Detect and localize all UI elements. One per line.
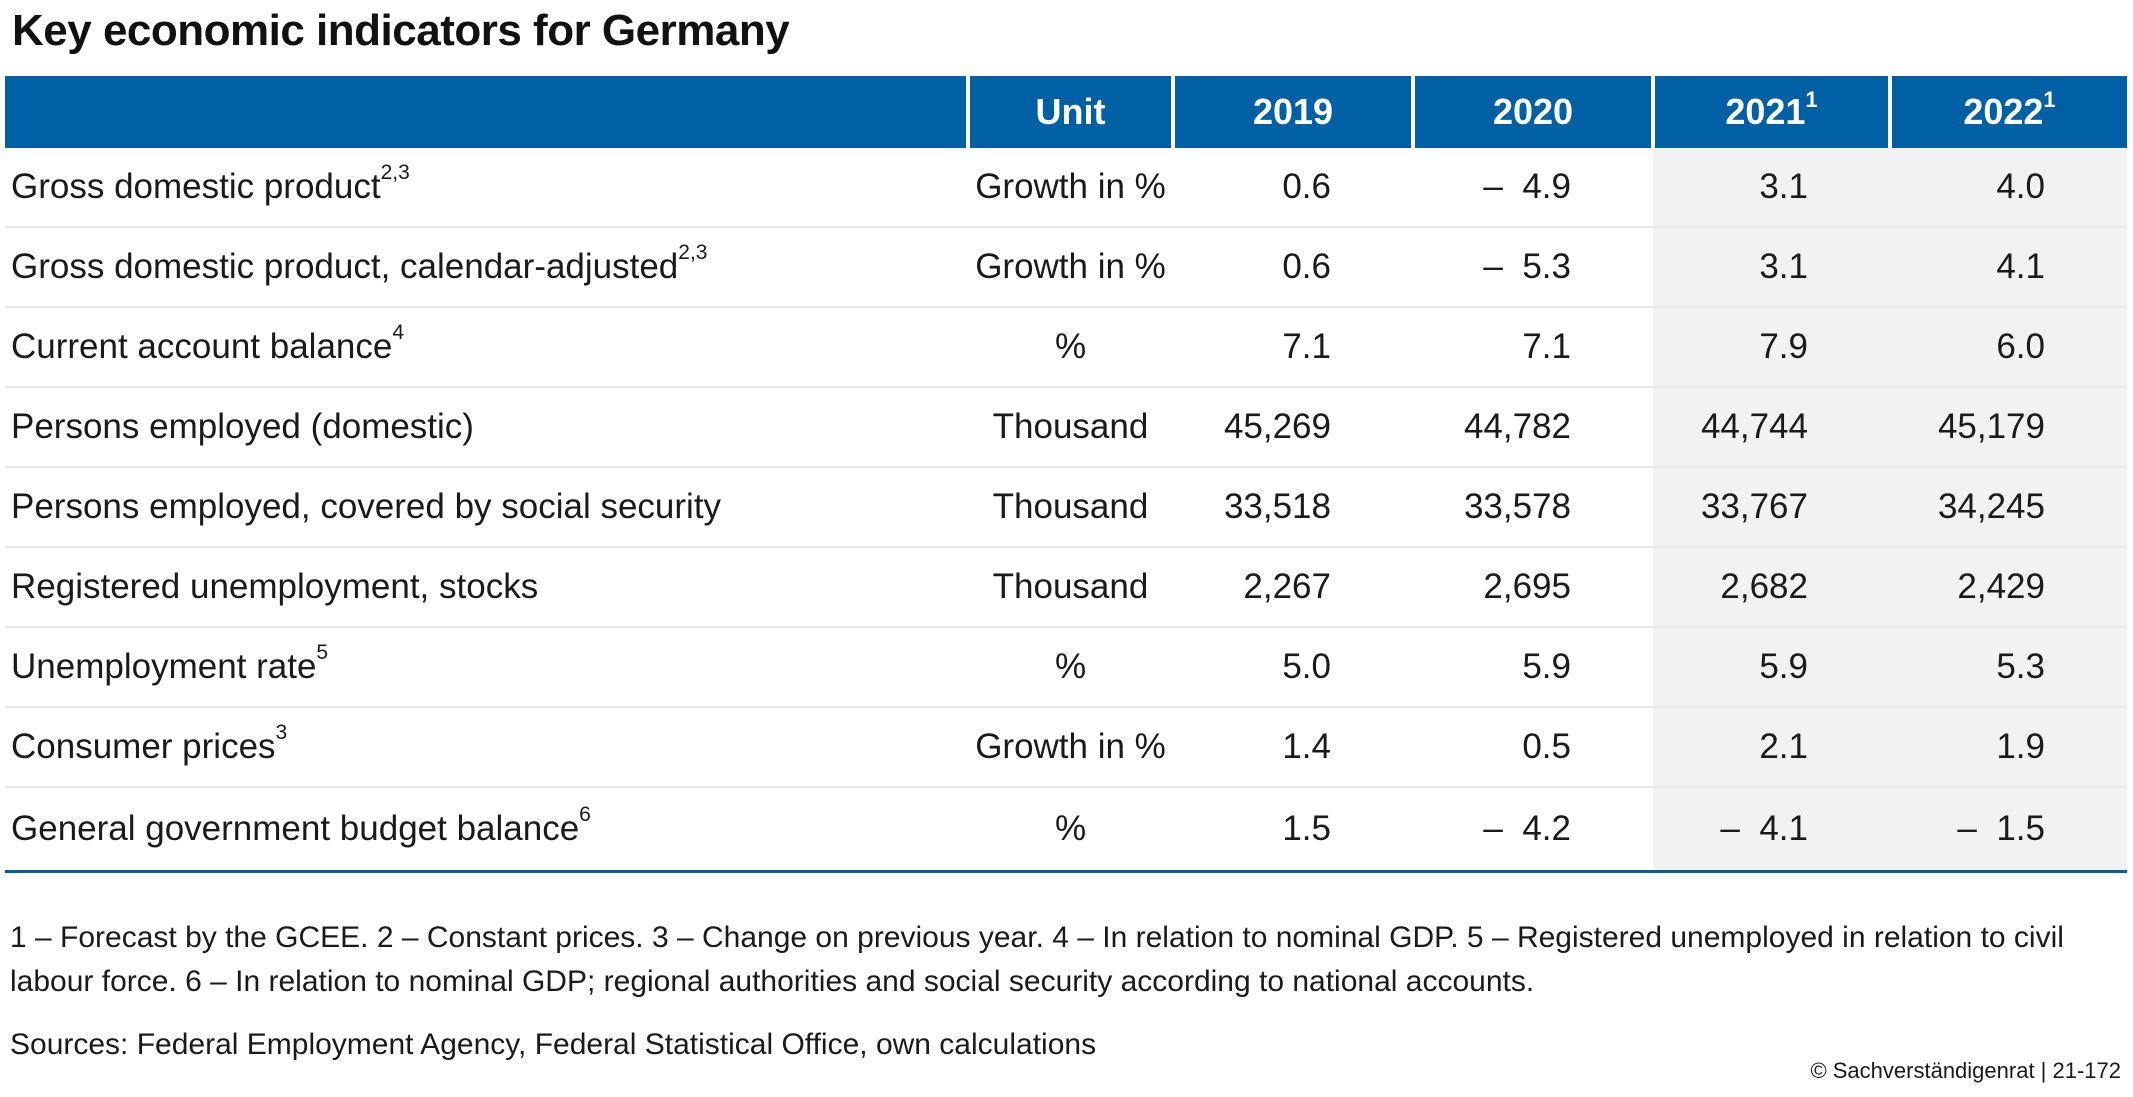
row-unit: % [968, 627, 1173, 708]
value-cell: 7.1 [1173, 307, 1413, 388]
copyright-note: © Sachverständigenrat | 21-172 [1810, 1058, 2121, 1083]
sources-note: Sources: Federal Employment Agency, Fede… [10, 1028, 1097, 1061]
table-row: Current account balance4% 7.1 7.1 7.9 6.0 [5, 307, 2127, 388]
value-cell: 4.1 [1890, 227, 2127, 308]
row-unit: % [968, 787, 1173, 873]
value-cell: 1.4 [1173, 707, 1413, 788]
footnotes: 1 – Forecast by the GCEE. 2 – Constant p… [10, 921, 2064, 998]
table-row: Gross domestic product, calendar-adjuste… [5, 227, 2127, 308]
value-cell: 2,682 [1653, 547, 1890, 628]
value-cell: 33,518 [1173, 467, 1413, 548]
value-cell: 2,429 [1890, 547, 2127, 628]
value-cell: 44,782 [1413, 387, 1653, 468]
table-row: Consumer prices3 Growth in % 1.4 0.5 2.1 1.9 [5, 707, 2127, 788]
table-row: Persons employed (domestic) Thousand 45,26… [5, 387, 2127, 468]
row-label: General government budget balance6 [5, 787, 968, 873]
value-cell: 44,744 [1653, 387, 1890, 468]
table-row: General government budget balance6% 1.5– … [5, 787, 2127, 873]
value-cell: 2,695 [1413, 547, 1653, 628]
footnote-marker: 3 [275, 721, 288, 745]
footnote-marker: 6 [579, 803, 591, 827]
value-cell: 7.1 [1413, 307, 1653, 388]
row-label: Gross domestic product2,3 [5, 148, 968, 228]
header-year-2019: 2019 [1171, 76, 1413, 148]
value-cell: 5.9 [1413, 627, 1653, 708]
value-cell: – 4.9 [1413, 148, 1653, 228]
row-label: Registered unemployment, stocks [5, 547, 968, 628]
table-row: Gross domestic product2,3 Growth in % 0.6–… [5, 148, 2127, 228]
footnote-marker: 5 [316, 641, 329, 665]
value-cell: 5.3 [1890, 627, 2127, 708]
header-year-2020: 2020 [1411, 76, 1653, 148]
row-unit: Growth in % [968, 707, 1173, 788]
row-label: Current account balance4 [5, 307, 968, 388]
table-header-row: Unit 2019 2020 20211 20221 [5, 76, 2127, 148]
table-row: Registered unemployment, stocks Thousand 2… [5, 547, 2127, 628]
value-cell: 0.6 [1173, 227, 1413, 308]
value-cell: 5.9 [1653, 627, 1890, 708]
row-unit: Thousand [968, 467, 1173, 548]
value-cell: 1.9 [1890, 707, 2127, 788]
indicators-table: Unit 2019 2020 20211 20221 Gross domesti… [5, 76, 2127, 873]
value-cell: 0.5 [1413, 707, 1653, 788]
footnote-marker: 2,3 [678, 241, 708, 265]
table-row: Unemployment rate5% 5.0 5.9 5.9 5.3 [5, 627, 2127, 708]
table-row: Persons employed, covered by social secu… [5, 467, 2127, 548]
row-unit: Thousand [968, 547, 1173, 628]
value-cell: 2,267 [1173, 547, 1413, 628]
row-unit: Growth in % [968, 227, 1173, 308]
value-cell: 33,578 [1413, 467, 1653, 548]
row-unit: Growth in % [968, 148, 1173, 228]
footnote-marker: 2,3 [380, 161, 410, 185]
row-label: Persons employed, covered by social secu… [5, 467, 968, 548]
value-cell: 1.5 [1173, 787, 1413, 873]
value-cell: 34,245 [1890, 467, 2127, 548]
value-cell: 0.6 [1173, 148, 1413, 228]
row-label: Unemployment rate5 [5, 627, 968, 708]
value-cell: 3.1 [1653, 148, 1890, 228]
header-label-cell [5, 76, 968, 148]
value-cell: 3.1 [1653, 227, 1890, 308]
footnote-marker: 4 [392, 321, 405, 345]
header-year-2021: 20211 [1651, 76, 1890, 148]
page-title: Key economic indicators for Germany [12, 6, 790, 55]
value-cell: 5.0 [1173, 627, 1413, 708]
row-unit: Thousand [968, 387, 1173, 468]
row-unit: % [968, 307, 1173, 388]
value-cell: 33,767 [1653, 467, 1890, 548]
row-label: Consumer prices3 [5, 707, 968, 788]
value-cell: – 1.5 [1890, 787, 2127, 873]
row-label: Gross domestic product, calendar-adjuste… [5, 227, 968, 308]
value-cell: 45,179 [1890, 387, 2127, 468]
value-cell: 45,269 [1173, 387, 1413, 468]
row-label: Persons employed (domestic) [5, 387, 968, 468]
value-cell: 2.1 [1653, 707, 1890, 788]
header-unit-cell: Unit [966, 76, 1173, 148]
value-cell: – 5.3 [1413, 227, 1653, 308]
indicators-table-container: Unit 2019 2020 20211 20221 Gross domesti… [5, 76, 2127, 873]
value-cell: – 4.1 [1653, 787, 1890, 873]
value-cell: – 4.2 [1413, 787, 1653, 873]
value-cell: 7.9 [1653, 307, 1890, 388]
header-year-2022: 20221 [1888, 76, 2127, 148]
value-cell: 4.0 [1890, 148, 2127, 228]
value-cell: 6.0 [1890, 307, 2127, 388]
